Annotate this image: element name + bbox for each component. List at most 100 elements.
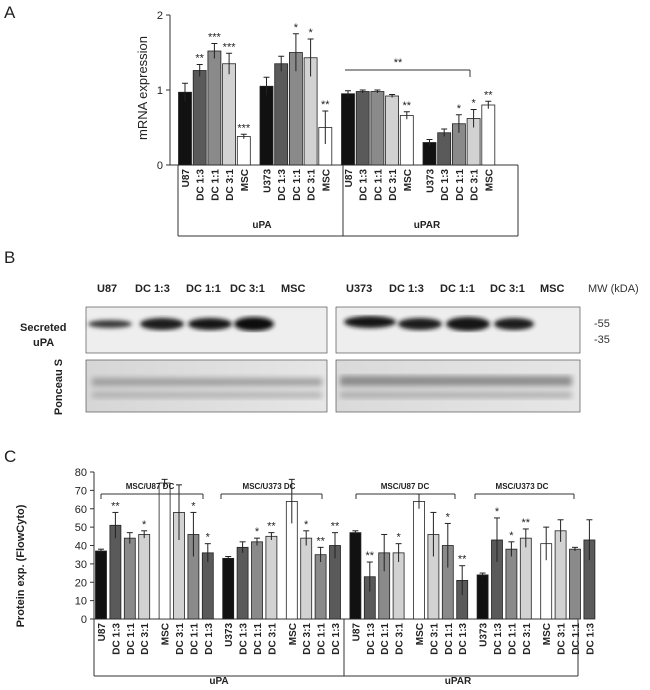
chart-c-bar <box>519 537 532 620</box>
chart-c-category-label: DC 1:1 <box>444 623 455 655</box>
chart-c-bar <box>476 574 489 620</box>
chart-a-annotation: ** <box>394 57 403 69</box>
chart-c-category-label: DC 1:3 <box>204 623 215 655</box>
chart-c-bar <box>109 524 122 620</box>
chart-a-category-label: DC 1:1 <box>210 169 221 201</box>
chart-a-category-label: DC 3:1 <box>470 169 481 201</box>
chart-a-category-label: DC 1:1 <box>292 169 303 201</box>
chart-c-bar <box>158 482 171 620</box>
chart-c-category-label: DC 1:3 <box>331 623 342 655</box>
chart-c-bar <box>554 530 567 620</box>
chart-c-sig-star: ** <box>267 521 276 533</box>
chart-c-sig-star: * <box>191 500 196 512</box>
chart-c-category-label: DC 1:1 <box>507 623 518 655</box>
chart-c-category-label: DC 3:1 <box>267 623 278 655</box>
chart-a-ytick-label: 1 <box>157 85 163 97</box>
chart-c-category-label: DC 1:1 <box>317 623 328 655</box>
chart-a-sig-star: *** <box>208 32 222 44</box>
chart-c-bar <box>505 548 518 620</box>
chart-c-category-label: MSC <box>542 623 553 645</box>
chart-c-bracket-label: MSC/U87 DC <box>126 482 175 491</box>
chart-c-category-label: U87 <box>351 623 362 642</box>
chart-c-category-label: U87 <box>97 623 108 642</box>
chart-a-category-label: DC 3:1 <box>388 169 399 201</box>
chart-a-bar <box>207 50 222 166</box>
band <box>140 318 184 330</box>
chart-c-category-label: MSC <box>288 623 299 645</box>
band <box>344 316 396 328</box>
chart-a-ylabel: mRNA expression <box>135 36 150 140</box>
lane-label: DC 1:1 <box>440 283 475 295</box>
chart-c-category-label: DC 1:1 <box>126 623 137 655</box>
chart-c-ylabel: Protein exp. (FlowCyto) <box>15 504 27 627</box>
chart-a-sig-star: * <box>308 27 313 39</box>
chart-c-bar <box>222 557 235 620</box>
chart-a-sig-star: ** <box>321 99 330 111</box>
chart-a-group-upa: uPA <box>252 220 271 231</box>
chart-c-ytick-label: 60 <box>75 504 87 516</box>
panel-letter-b: B <box>4 248 15 267</box>
chart-a-category-label: U373 <box>426 169 437 193</box>
chart-c-bracket-label: MSC/U373 DC <box>496 482 549 491</box>
band <box>188 318 232 330</box>
chart-c-bar <box>392 552 405 620</box>
row-label-upa: uPA <box>33 337 54 349</box>
chart-c-category-label: DC 3:1 <box>522 623 533 655</box>
chart-a-sig-star: ** <box>484 89 493 101</box>
marker-35: -35 <box>594 334 610 346</box>
chart-c-group-upa: uPA <box>209 676 228 687</box>
chart-a-category-label: DC 1:3 <box>359 169 370 201</box>
chart-c: Protein exp. (FlowCyto) uPA uPAR 0 10 20 30… <box>15 467 596 687</box>
chart-a-bar <box>422 142 437 166</box>
blot-upa-left <box>85 306 328 354</box>
chart-c-category-label: DC 1:3 <box>239 623 250 655</box>
chart-a-bar <box>370 91 385 166</box>
row-label-secreted: Secreted <box>20 322 66 334</box>
chart-c-ytick-label: 80 <box>75 467 87 479</box>
chart-c-sig-star: * <box>509 530 514 542</box>
ponceau-smear <box>92 392 322 398</box>
chart-c-category-label: U373 <box>479 623 490 647</box>
chart-c-category-label: DC 1:3 <box>458 623 469 655</box>
chart-c-bar <box>236 546 249 620</box>
chart-c-bar <box>123 537 136 620</box>
band <box>234 317 274 331</box>
chart-a-bar <box>341 93 355 166</box>
marker-55: -55 <box>594 318 610 330</box>
chart-c-category-label: DC 3:1 <box>429 623 440 655</box>
mw-header: MW (kDA) <box>588 283 639 295</box>
chart-a-category-label: U373 <box>263 169 274 193</box>
chart-c-sig-star: * <box>255 526 260 538</box>
chart-a-bar <box>222 63 237 166</box>
western-blot: U87 DC 1:3 DC 1:1 DC 3:1 MSC U373 DC 1:3… <box>20 283 639 415</box>
chart-c-ytick-label: 50 <box>75 522 87 534</box>
chart-c-ytick-label: 10 <box>75 596 87 608</box>
chart-c-category-label: DC 1:3 <box>493 623 504 655</box>
chart-c-ytick-label: 30 <box>75 559 87 571</box>
chart-c-sig-star: ** <box>366 550 375 562</box>
chart-a-ytick-label: 2 <box>157 10 163 22</box>
lane-label: DC 1:1 <box>186 283 221 295</box>
chart-c-bar <box>349 532 362 620</box>
chart-a-bar <box>192 70 207 166</box>
chart-c-sig-star: * <box>142 519 147 531</box>
chart-c-sig-star: ** <box>111 500 120 512</box>
chart-c-sig-star: ** <box>331 521 340 533</box>
chart-a-category-label: MSC <box>321 169 332 191</box>
chart-a-bar <box>385 95 400 166</box>
chart-c-ytick-label: 20 <box>75 577 87 589</box>
lane-label: MSC <box>281 283 306 295</box>
ponceau-smear <box>340 376 572 386</box>
chart-c-sig-star: ** <box>458 554 467 566</box>
blot-upa-right <box>335 306 581 354</box>
lane-label: U373 <box>346 283 372 295</box>
chart-c-bar <box>300 537 313 620</box>
band <box>446 317 490 331</box>
chart-c-bar <box>265 535 278 620</box>
chart-c-category-label: DC 1:3 <box>585 623 596 655</box>
ponceau-smear <box>340 392 572 398</box>
band <box>494 318 534 330</box>
chart-a-category-label: DC 3:1 <box>225 169 236 201</box>
panel-letter-c: C <box>4 447 16 466</box>
chart-a-category-label: DC 1:3 <box>196 169 207 201</box>
